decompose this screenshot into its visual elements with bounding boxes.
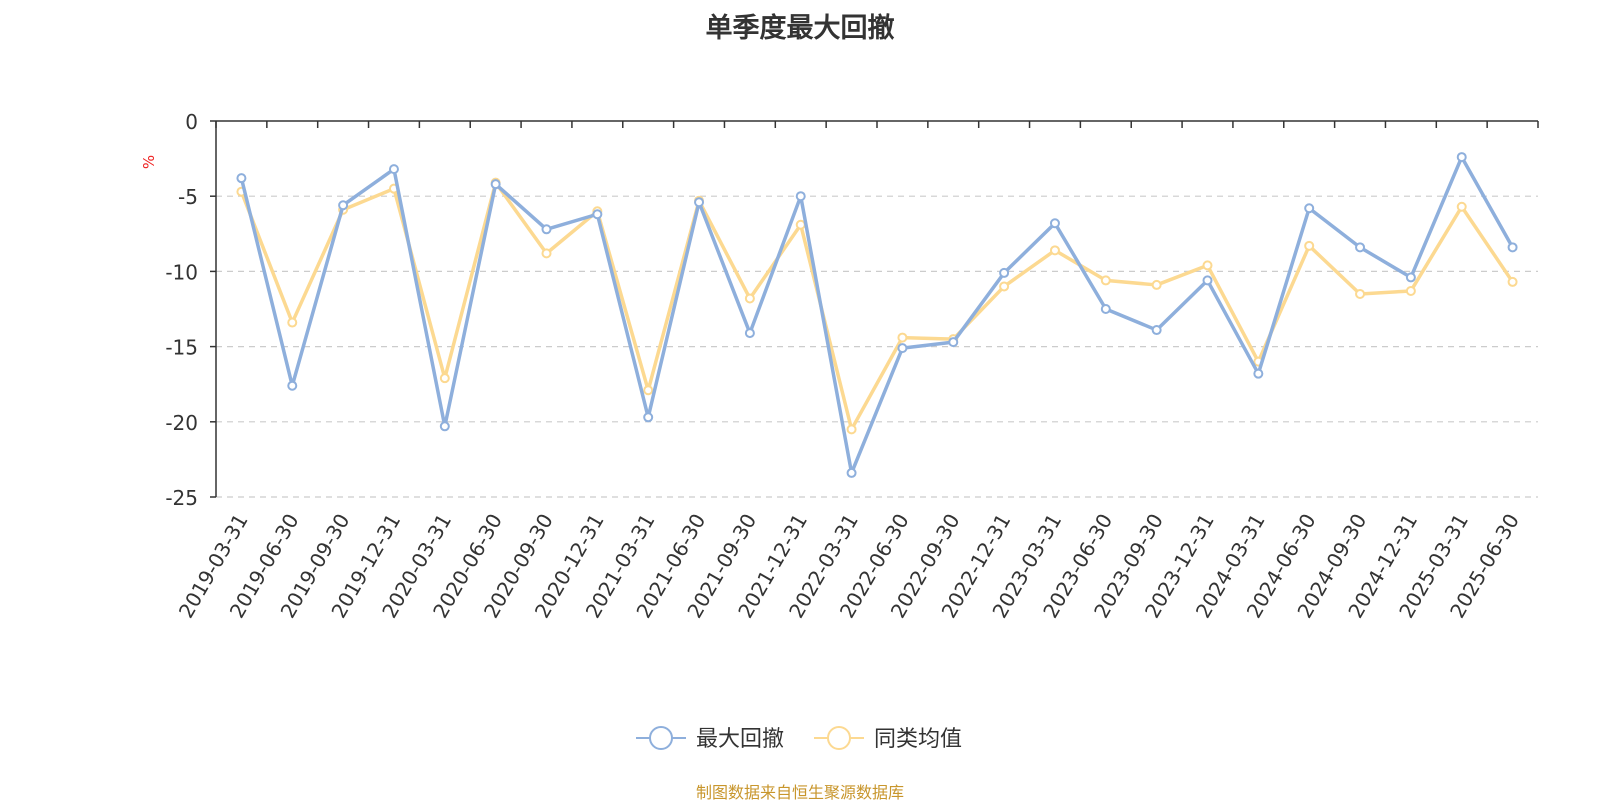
x-tick-labels: 2019-03-312019-06-302019-09-302019-12-31…	[174, 509, 1524, 622]
data-point	[439, 373, 450, 384]
axes	[210, 120, 1539, 498]
data-point	[1507, 242, 1518, 253]
data-point	[1100, 304, 1111, 314]
data-point	[1355, 288, 1366, 299]
chart-title: 单季度最大回撤	[705, 13, 895, 44]
data-point	[1355, 242, 1366, 253]
data-point	[541, 224, 552, 235]
data-point	[694, 197, 705, 208]
data-point	[287, 317, 298, 328]
data-point	[744, 293, 755, 304]
y-axis-label: %	[140, 155, 158, 169]
legend-label: 最大回撤	[696, 727, 784, 752]
data-point	[897, 332, 908, 343]
data-point	[1202, 260, 1213, 271]
data-point	[1456, 201, 1467, 212]
legend-swatch-marker	[649, 726, 673, 750]
data-point	[999, 267, 1010, 278]
data-point	[948, 337, 959, 348]
legend-swatch-marker	[827, 726, 851, 750]
legend[interactable]: 最大回撤 同类均值	[636, 726, 962, 752]
data-point	[1202, 275, 1213, 286]
data-point	[1100, 275, 1111, 286]
y-tick-label: -15	[165, 336, 198, 360]
data-source-note: 制图数据来自恒生聚源数据库	[695, 783, 904, 802]
legend-item[interactable]: 最大回撤	[636, 726, 784, 752]
data-point	[388, 164, 399, 175]
data-point	[338, 200, 349, 211]
data-point	[744, 328, 755, 339]
data-point	[1405, 272, 1416, 283]
data-point	[1405, 285, 1416, 296]
data-point	[846, 467, 857, 478]
data-point	[1049, 245, 1060, 256]
series-line-1	[239, 180, 1515, 432]
data-point	[490, 179, 501, 190]
y-tick-label: -5	[178, 185, 198, 209]
y-tick-label: 0	[185, 110, 198, 134]
data-point	[236, 173, 247, 184]
series-group	[236, 152, 1518, 478]
data-point	[1304, 240, 1315, 251]
y-tick-labels: 0 -5 -10 -15 -20 -25	[165, 110, 198, 510]
data-point	[846, 424, 857, 435]
data-point	[287, 380, 298, 391]
data-point	[1253, 368, 1264, 379]
data-point	[795, 191, 806, 202]
data-point	[643, 385, 654, 396]
y-tick-label: -10	[165, 260, 198, 284]
data-point	[897, 343, 908, 354]
grid-lines	[216, 195, 1538, 498]
data-point	[592, 209, 603, 220]
data-point	[643, 412, 654, 423]
legend-label: 同类均值	[874, 727, 962, 752]
data-point	[1456, 152, 1467, 163]
legend-item[interactable]: 同类均值	[814, 726, 962, 752]
data-point	[1151, 325, 1162, 336]
y-tick-label: -25	[165, 486, 198, 510]
data-point	[1151, 279, 1162, 290]
data-point	[439, 421, 450, 432]
y-tick-label: -20	[165, 411, 198, 435]
data-point	[795, 219, 806, 230]
data-point	[541, 248, 552, 259]
data-point	[999, 281, 1010, 292]
series-line-0	[239, 155, 1515, 475]
data-point	[1507, 276, 1518, 287]
data-point	[1049, 218, 1060, 229]
data-point	[1304, 203, 1315, 214]
